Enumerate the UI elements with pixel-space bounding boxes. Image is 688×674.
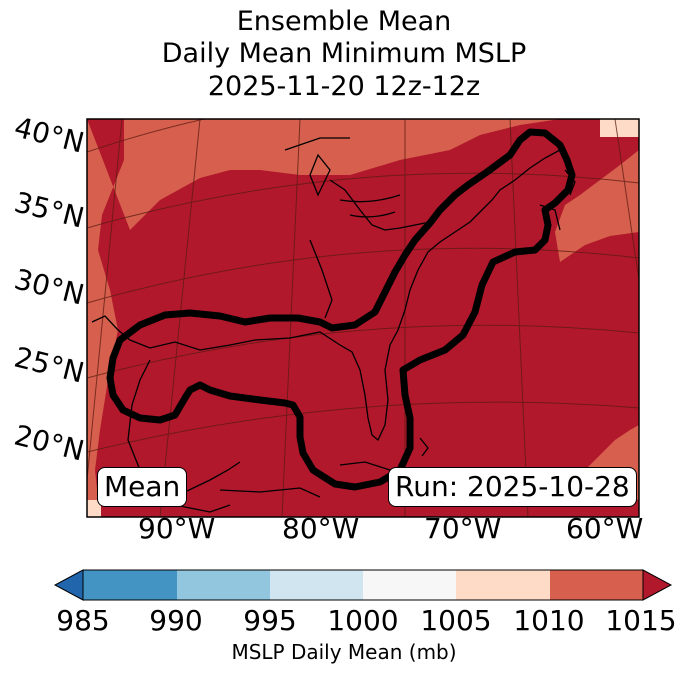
title-line-3: 2025-11-20 12z-12z <box>207 71 481 102</box>
graticule <box>87 119 639 517</box>
colorbar-tick-990: 990 <box>149 604 203 637</box>
colorbar-under <box>53 569 84 601</box>
title-line-1: Ensemble Mean <box>236 6 452 37</box>
mslp-contour <box>106 128 576 491</box>
lon-label-70w: 70°W <box>424 512 502 545</box>
lon-label-60w: 60°W <box>566 512 644 545</box>
colorbar-995-1000 <box>270 570 363 600</box>
colorbar-tick-1005: 1005 <box>420 604 492 637</box>
colorbar-1005-1010 <box>456 570 550 600</box>
colorbar-tick-995: 995 <box>243 604 297 637</box>
colorbar-tick-1000: 1000 <box>327 604 399 637</box>
lon-label-80w: 80°W <box>282 512 360 545</box>
lon-label-90w: 90°W <box>138 512 216 545</box>
title-line-2: Daily Mean Minimum MSLP <box>161 38 527 69</box>
pressure-field-1005-1010 <box>600 119 639 137</box>
colorbar-over <box>642 569 673 601</box>
colorbar-label: MSLP Daily Mean (mb) <box>231 640 457 664</box>
colorbar-tick-985: 985 <box>56 604 110 637</box>
colorbar-990-995 <box>177 570 270 600</box>
mean-badge: Mean <box>97 467 188 507</box>
colorbar-1010-1015 <box>550 570 643 600</box>
colorbar-tick-1015: 1015 <box>605 604 677 637</box>
map-frame <box>86 118 640 518</box>
colorbar-1000-1005 <box>363 570 456 600</box>
colorbar-tick-1010: 1010 <box>513 604 585 637</box>
run-date-badge: Run: 2025-10-28 <box>388 467 637 507</box>
colorbar-985-990 <box>83 570 177 600</box>
